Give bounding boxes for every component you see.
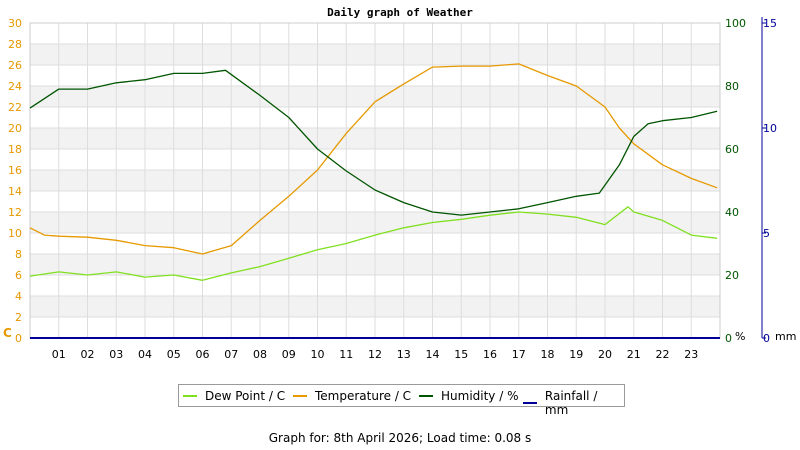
rain-axis-tick-label: 15	[763, 17, 777, 30]
left-axis-tick-label: 16	[8, 164, 22, 177]
left-axis-tick-label: 10	[8, 227, 22, 240]
left-axis-tick-label: 24	[8, 80, 22, 93]
left-axis-tick-label: 0	[15, 332, 22, 345]
series-line-dew-point	[29, 206, 718, 281]
rain-axis-tick-label: 0	[763, 332, 770, 345]
humidity-axis-unit: %	[735, 330, 745, 343]
humidity-axis-tick-label: 60	[725, 143, 739, 156]
left-axis-unit: C	[3, 326, 12, 340]
x-axis-tick-label: 01	[52, 348, 66, 361]
left-axis-tick-label: 18	[8, 143, 22, 156]
legend-item-rainfall: Rainfall / mm	[523, 389, 624, 417]
x-axis-tick-label: 09	[282, 348, 296, 361]
legend-item-temperature: Temperature / C	[293, 389, 411, 403]
legend-label-dew-point: Dew Point / C	[205, 389, 286, 403]
rain-axis-unit: mm	[775, 330, 796, 343]
x-axis-tick-label: 12	[368, 348, 382, 361]
x-axis-tick-label: 11	[339, 348, 353, 361]
humidity-axis-tick-label: 0	[725, 332, 732, 345]
legend-swatch-humidity	[419, 395, 433, 397]
graph-footer: Graph for: 8th April 2026; Load time: 0.…	[268, 431, 532, 445]
chart-legend: Dew Point / C Temperature / C Humidity /…	[178, 384, 625, 417]
x-axis-tick-label: 22	[656, 348, 670, 361]
left-axis-tick-label: 6	[15, 269, 22, 282]
x-axis-tick-label: 06	[196, 348, 210, 361]
x-axis-tick-label: 15	[454, 348, 468, 361]
left-axis-tick-label: 26	[8, 59, 22, 72]
x-axis-tick-label: 14	[426, 348, 440, 361]
x-axis-tick-label: 21	[627, 348, 641, 361]
x-axis-tick-label: 17	[512, 348, 526, 361]
left-axis-tick-label: 8	[15, 248, 22, 261]
x-axis-tick-label: 13	[397, 348, 411, 361]
humidity-axis-tick-label: 20	[725, 269, 739, 282]
x-axis-tick-label: 02	[81, 348, 95, 361]
legend-item-humidity: Humidity / %	[419, 389, 518, 403]
x-axis-tick-label: 04	[138, 348, 152, 361]
left-axis-tick-label: 2	[15, 311, 22, 324]
x-axis-tick-label: 08	[253, 348, 267, 361]
humidity-axis-tick-label: 40	[725, 206, 739, 219]
left-axis-tick-label: 4	[15, 290, 22, 303]
legend-item-dew-point: Dew Point / C	[183, 389, 285, 403]
rain-axis-tick-label: 10	[763, 122, 777, 135]
left-axis-tick-label: 28	[8, 38, 22, 51]
left-axis-tick-label: 22	[8, 101, 22, 114]
x-axis-tick-label: 07	[224, 348, 238, 361]
x-axis-tick-label: 03	[109, 348, 123, 361]
humidity-axis-tick-label: 80	[725, 80, 739, 93]
chart-title: Daily graph of Weather	[327, 6, 473, 19]
legend-label-rainfall: Rainfall / mm	[544, 389, 598, 417]
legend-swatch-rainfall	[523, 402, 537, 404]
x-axis-tick-label: 18	[541, 348, 555, 361]
legend-label-temperature: Temperature / C	[315, 389, 412, 403]
x-axis-tick-label: 16	[483, 348, 497, 361]
legend-swatch-dew-point	[183, 395, 197, 397]
legend-label-humidity: Humidity / %	[441, 389, 519, 403]
humidity-axis-tick-label: 100	[725, 17, 746, 30]
left-axis-tick-label: 12	[8, 206, 22, 219]
legend-swatch-temperature	[293, 395, 307, 397]
left-axis-tick-label: 20	[8, 122, 22, 135]
left-axis-tick-label: 14	[8, 185, 22, 198]
series-line-temperature	[29, 63, 718, 255]
rain-axis-tick-label: 5	[763, 227, 770, 240]
x-axis-tick-label: 19	[569, 348, 583, 361]
x-axis-tick-label: 23	[684, 348, 698, 361]
x-axis-tick-label: 05	[167, 348, 181, 361]
series-line-humidity	[29, 69, 718, 216]
left-axis-tick-label: 30	[8, 17, 22, 30]
x-axis-tick-label: 10	[311, 348, 325, 361]
x-axis-tick-label: 20	[598, 348, 612, 361]
